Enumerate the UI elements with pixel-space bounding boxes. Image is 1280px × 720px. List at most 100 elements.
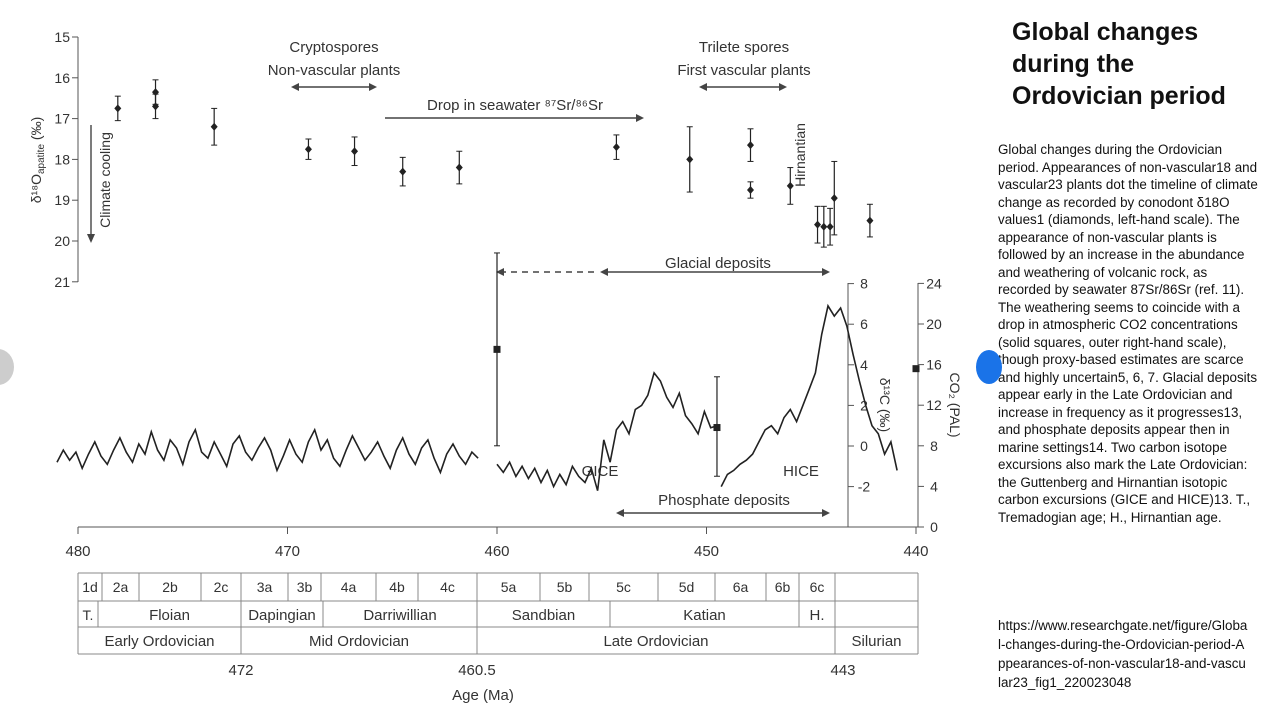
cryptospores-label: Cryptospores xyxy=(289,39,378,56)
d18O-point xyxy=(351,147,359,156)
age-label: Floian xyxy=(149,607,190,624)
d18O-sub: apatite xyxy=(36,144,47,174)
co2-tick-label: 24 xyxy=(926,275,942,291)
stage-label: 3b xyxy=(297,579,313,595)
svg-text:δ¹⁸Oapatite (‰): δ¹⁸Oapatite (‰) xyxy=(28,117,47,204)
ordovician-figure: δ¹⁸Oapatite (‰) Climate cooling Cryptosp… xyxy=(28,29,963,704)
d18O-point xyxy=(686,155,694,164)
d13C-tick-label: 6 xyxy=(860,316,868,332)
epoch-label: Silurian xyxy=(851,633,901,650)
co2-tick-label: 4 xyxy=(930,478,938,494)
d18O-point xyxy=(830,194,838,203)
d18O-tick-label: 21 xyxy=(54,274,70,290)
d18O-points-layer xyxy=(114,79,874,248)
d18O-tick-label: 20 xyxy=(54,233,70,249)
d13C-tick-label: 4 xyxy=(860,357,868,373)
d13C-tick-label: 8 xyxy=(860,276,868,292)
d13C-axis-title: δ¹³C (‰) xyxy=(877,378,893,432)
epoch-label: Late Ordovician xyxy=(603,633,708,650)
stage-label: 5b xyxy=(557,579,573,595)
d13C-curve-layer xyxy=(56,303,898,491)
d18O-tick-label: 16 xyxy=(54,70,70,86)
d18O-tick-label: 19 xyxy=(54,192,70,208)
glacial-deposits-label: Glacial deposits xyxy=(665,255,771,272)
stage-label: 6c xyxy=(810,579,825,595)
co2-tick-label: 8 xyxy=(930,438,938,454)
co2-tick-label: 0 xyxy=(930,519,938,535)
hirnantian-label: Hirnantian xyxy=(792,123,808,187)
d18O-point xyxy=(152,102,160,111)
stage-label: 6a xyxy=(733,579,749,595)
timescale-layer: 1d 2a 2b 2c 3a 3b 4a 4b 4c 5a 5b 5c 5d 6a 6b 6c T. Floian… xyxy=(77,573,919,679)
stage-label: 4a xyxy=(341,579,357,595)
d18O-unit: (‰) xyxy=(28,117,44,144)
d18O-point xyxy=(826,222,834,231)
d13C-tick-label: 2 xyxy=(860,397,868,413)
stage-label: 5c xyxy=(616,579,631,595)
d18O-tick-label: 18 xyxy=(54,151,70,167)
stage-label: 6b xyxy=(775,579,791,595)
co2-point xyxy=(713,424,721,432)
d18O-point xyxy=(455,163,463,172)
figure-caption: Global changes during the Ordovician per… xyxy=(998,142,1258,525)
arrowheads xyxy=(291,83,830,517)
age-tick-label: 440 xyxy=(903,543,928,560)
timescale-grid xyxy=(78,572,918,655)
stage-label: 2a xyxy=(113,579,129,595)
previous-slide-button[interactable] xyxy=(0,349,14,385)
d13C-tick-label: 0 xyxy=(860,438,868,454)
age-tick-label: 460 xyxy=(484,543,509,560)
trilete-spores-label: Trilete spores xyxy=(699,39,789,56)
phosphate-deposits-label: Phosphate deposits xyxy=(658,492,790,509)
sr-drop-label: Drop in seawater ⁸⁷Sr/⁸⁶Sr xyxy=(427,97,603,114)
d18O-label: δ¹⁸O xyxy=(28,174,44,203)
d18O-tick-label: 15 xyxy=(54,29,70,45)
slide-title: Global changes during the Ordovician per… xyxy=(1012,18,1226,110)
stage-label: 2b xyxy=(162,579,178,595)
age-tick-label: 480 xyxy=(65,543,90,560)
stage-label: 1d xyxy=(82,579,98,595)
d18O-point xyxy=(746,141,754,150)
age-label: Katian xyxy=(683,607,726,624)
d13C-tick-label: -2 xyxy=(858,479,871,495)
stage-label: 3a xyxy=(257,579,273,595)
stage-label: 5d xyxy=(679,579,695,595)
co2-tick-label: 16 xyxy=(926,357,942,373)
boundary-age-label: 472 xyxy=(228,662,253,679)
boundary-age-label: 460.5 xyxy=(458,662,496,679)
annotation-arrows xyxy=(295,86,826,514)
d18O-point xyxy=(866,216,874,225)
stage-label: 4b xyxy=(389,579,405,595)
non-vascular-label: Non-vascular plants xyxy=(268,62,401,79)
age-label: Dapingian xyxy=(248,607,316,624)
d18O-point xyxy=(820,222,828,231)
next-slide-button[interactable] xyxy=(976,350,1002,384)
d18O-point xyxy=(210,122,218,131)
co2-axis-title: CO₂ (PAL) xyxy=(947,372,963,437)
age-label: Sandbian xyxy=(512,607,575,624)
co2-point xyxy=(912,365,920,373)
d18O-point xyxy=(399,167,407,176)
co2-tick-label: 20 xyxy=(926,316,942,332)
age-tick-label: 450 xyxy=(694,543,719,560)
stage-label: 2c xyxy=(214,579,229,595)
co2-tick-label: 12 xyxy=(926,397,942,413)
age-label: H. xyxy=(810,607,825,624)
d18O-point xyxy=(814,220,822,229)
hice-label: HICE xyxy=(783,463,819,480)
d13C-curve-segment xyxy=(56,427,479,475)
d18O-point xyxy=(746,186,754,194)
d18O-axis-title: δ¹⁸Oapatite (‰) xyxy=(28,117,47,204)
climate-cooling-arrowhead xyxy=(87,234,95,243)
d13C-curve-segment xyxy=(496,371,718,491)
age-axis-title: Age (Ma) xyxy=(452,687,514,704)
age-label: T. xyxy=(83,607,94,623)
d18O-point xyxy=(612,143,620,152)
epoch-label: Early Ordovician xyxy=(104,633,214,650)
source-url[interactable]: https://www.researchgate.net/figure/Glob… xyxy=(998,618,1248,690)
co2-points-layer xyxy=(493,252,920,477)
d18O-point xyxy=(114,104,122,113)
age-tick-label: 470 xyxy=(275,543,300,560)
stage-label: 5a xyxy=(501,579,517,595)
